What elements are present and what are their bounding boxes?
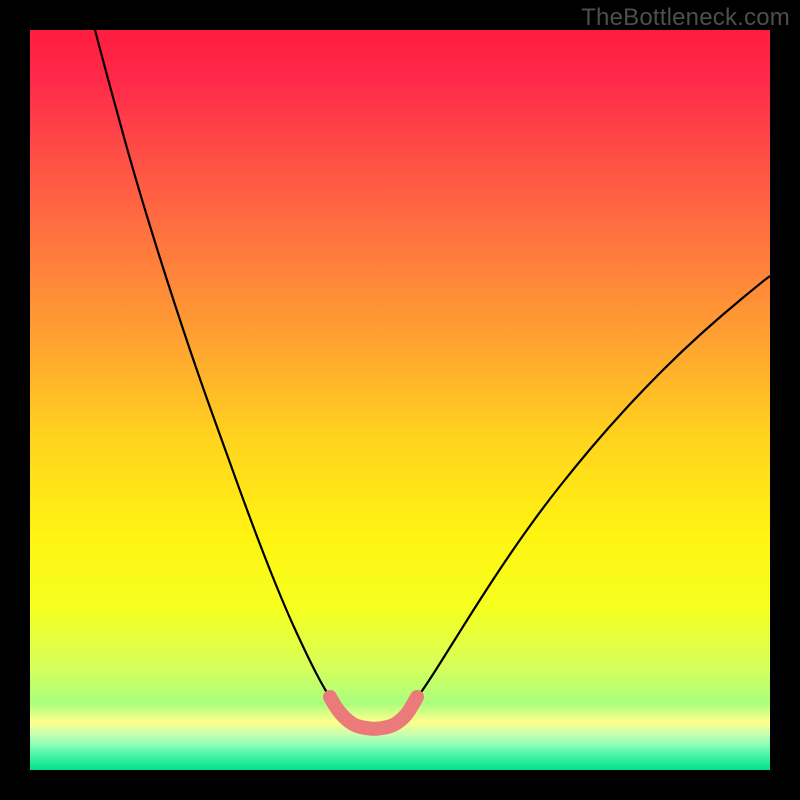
watermark-text: TheBottleneck.com	[581, 4, 790, 32]
notch-highlight	[330, 697, 417, 729]
right-curve	[408, 276, 770, 710]
plot-area	[30, 30, 770, 770]
bottleneck-curve	[30, 30, 770, 770]
chart-frame	[0, 0, 800, 800]
left-curve	[95, 30, 338, 710]
